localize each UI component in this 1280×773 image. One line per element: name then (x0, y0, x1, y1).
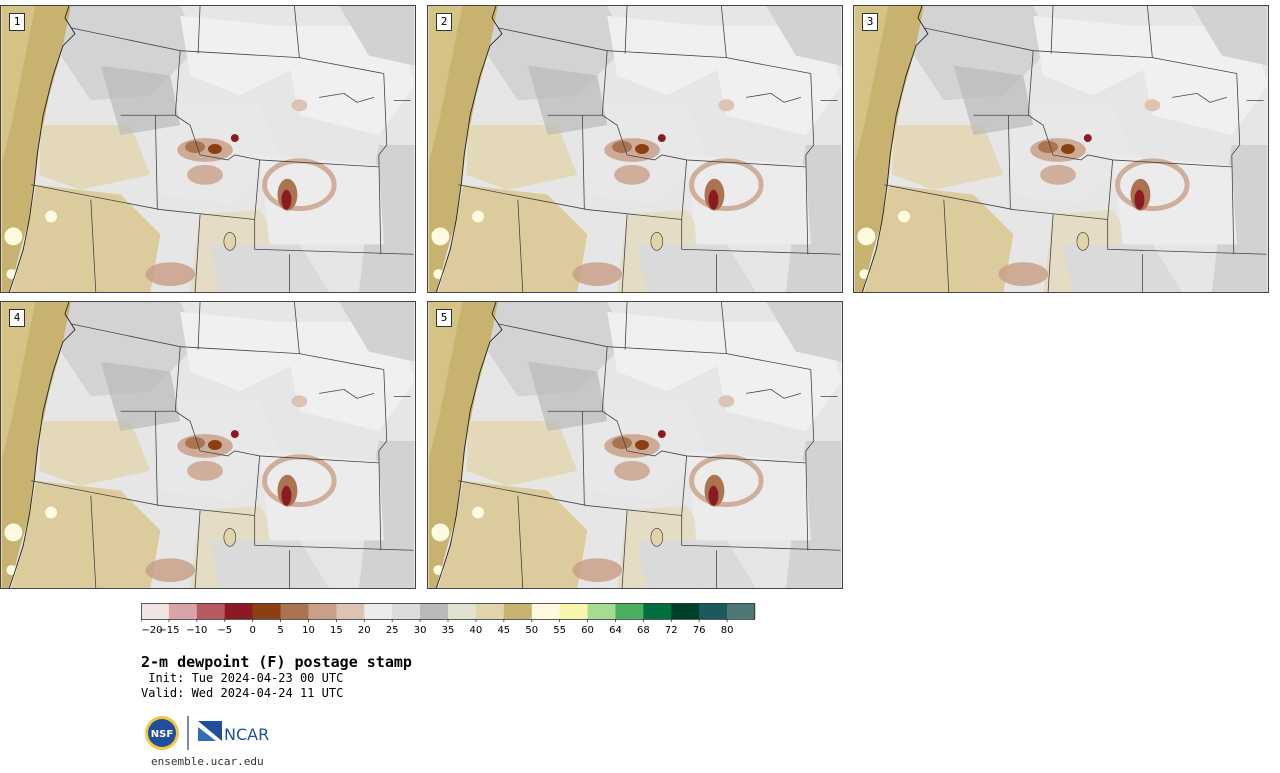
colorbar-swatch (308, 603, 337, 619)
colorbar-swatch (364, 603, 393, 619)
colorbar-tick-label: 40 (470, 625, 483, 636)
colorbar-swatch (615, 603, 644, 619)
panel-label: 5 (436, 309, 452, 327)
colorbar-tick-label: 10 (302, 625, 315, 636)
colorbar-swatch (503, 603, 533, 619)
colorbar-tick-label: 45 (497, 625, 510, 636)
colorbar-swatch (671, 603, 700, 619)
map-panel-1: 1 (0, 5, 416, 293)
colorbar-tick-label: 60 (581, 625, 594, 636)
colorbar-swatch (475, 603, 505, 619)
ncar-logo-text: NCAR (224, 725, 269, 744)
colorbar-swatch (587, 603, 616, 619)
nsf-logo-text: NSF (151, 729, 173, 740)
chart-title: 2-m dewpoint (F) postage stamp (141, 653, 412, 671)
panel-label: 1 (9, 13, 25, 31)
colorbar-swatch (224, 603, 253, 619)
colorbar-tick-label: 55 (553, 625, 566, 636)
colorbar-tick-label: 15 (330, 625, 343, 636)
colorbar-tick-label: 64 (609, 625, 622, 636)
colorbar-tick-label: 35 (442, 625, 455, 636)
map-image (1, 302, 415, 588)
init-time: Init: Tue 2024-04-23 00 UTC (141, 671, 344, 685)
map-image (854, 6, 1268, 292)
logos: NSF NCAR (144, 713, 274, 753)
colorbar-tick-label: 20 (358, 625, 371, 636)
map-image (1, 6, 415, 292)
colorbar-tick-label: 5 (277, 625, 283, 636)
colorbar-tick-label: −5 (217, 625, 232, 636)
map-panel-2: 2 (427, 5, 843, 293)
colorbar-tick-label: 68 (637, 625, 650, 636)
colorbar-swatch (252, 603, 281, 619)
website-url: ensemble.ucar.edu (151, 755, 264, 768)
map-panel-3: 3 (853, 5, 1269, 293)
colorbar-swatch (336, 603, 365, 619)
ncar-logo-icon: NCAR (198, 721, 269, 744)
colorbar-tick-label: −20 (141, 625, 162, 636)
colorbar-legend: −20 −15 −10 −5 0 5 10 15 20 25 30 35 40 45 50 55 60 64 68 7… (141, 603, 756, 641)
panel-label: 4 (9, 309, 25, 327)
colorbar-swatch (280, 603, 309, 619)
colorbar-tick-label: 30 (414, 625, 427, 636)
colorbar-tick-label: 80 (721, 625, 734, 636)
map-image (428, 6, 842, 292)
colorbar-swatch (448, 603, 477, 619)
map-image (428, 302, 842, 588)
colorbar-swatch (392, 603, 421, 619)
map-panel-5: 5 (427, 301, 843, 589)
valid-time: Valid: Wed 2024-04-24 11 UTC (141, 686, 344, 700)
colorbar-tick-label: 25 (386, 625, 399, 636)
colorbar-tick-label: 72 (665, 625, 678, 636)
colorbar-tick-label: 0 (249, 625, 255, 636)
panel-label: 3 (862, 13, 878, 31)
colorbar-tick-label: −15 (158, 625, 179, 636)
colorbar-swatch (196, 603, 226, 619)
colorbar-swatch (420, 603, 449, 619)
colorbar-swatch (727, 603, 756, 619)
colorbar-tick-label: −10 (186, 625, 207, 636)
colorbar-tick-label: 50 (525, 625, 538, 636)
panel-label: 2 (436, 13, 452, 31)
colorbar-tick-label: 76 (693, 625, 706, 636)
colorbar-swatch (168, 603, 198, 619)
colorbar-swatch (699, 603, 728, 619)
colorbar-swatch (643, 603, 672, 619)
colorbar-swatch (559, 603, 588, 619)
nsf-logo-icon: NSF (145, 716, 179, 750)
colorbar-swatch (141, 603, 170, 619)
map-panel-4: 4 (0, 301, 416, 589)
colorbar-swatch (531, 603, 560, 619)
